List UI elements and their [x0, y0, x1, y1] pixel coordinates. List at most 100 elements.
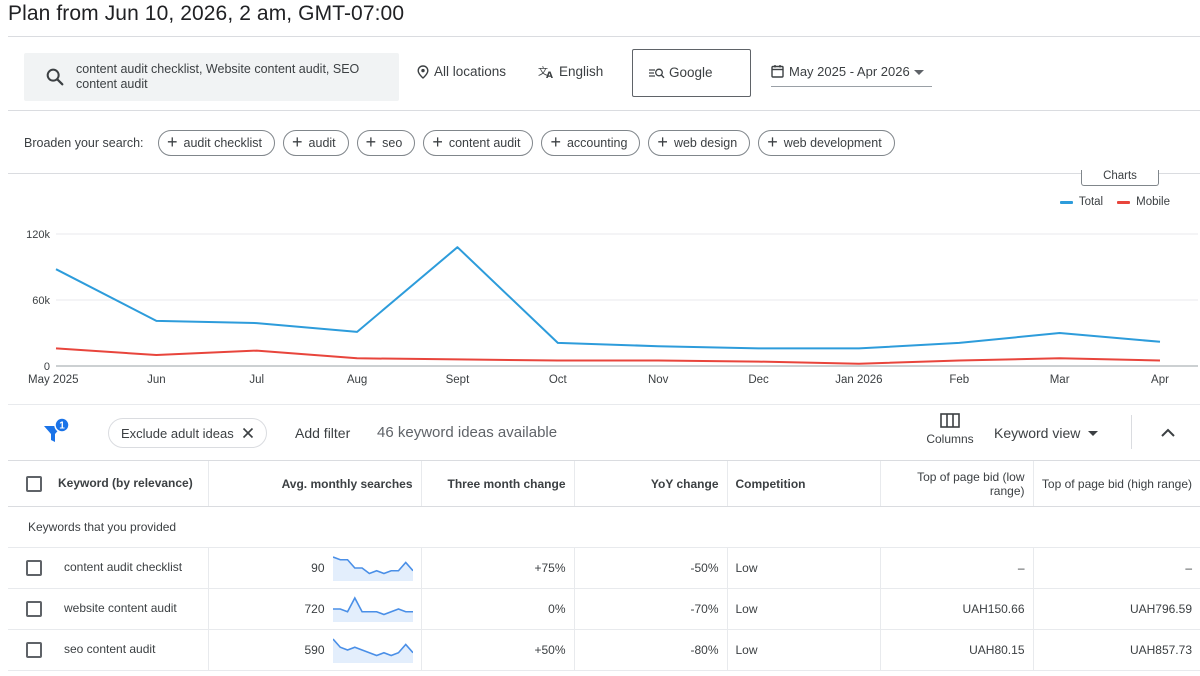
broaden-chip[interactable]: + audit checklist: [158, 130, 276, 156]
keyword-cell: seo content audit: [8, 629, 208, 671]
language-label: English: [559, 64, 604, 79]
keyword-text: content audit checklist: [64, 560, 183, 575]
columns-button[interactable]: Columns: [913, 413, 987, 446]
filter-icon[interactable]: 1: [40, 417, 72, 449]
avg-searches-value: 90: [311, 561, 325, 575]
dropdown-arrow-icon: [914, 70, 924, 75]
x-tick-label: Mar: [1050, 374, 1070, 386]
broaden-chip[interactable]: + seo: [356, 130, 416, 156]
header-keyword[interactable]: Keyword (by relevance): [8, 460, 208, 507]
columns-icon: [940, 413, 960, 428]
charts-button[interactable]: Charts: [1081, 170, 1159, 186]
broaden-search-bar: Broaden your search: + audit checklist + a…: [8, 110, 1200, 174]
search-network-icon: [649, 68, 665, 78]
header-three-month-change[interactable]: Three month change: [420, 460, 574, 507]
keyword-cell: content audit checklist: [8, 547, 208, 589]
table-row[interactable]: seo content audit 590 +50% -80% Low UAH80.15 U…: [8, 629, 1200, 671]
columns-label: Columns: [926, 432, 974, 446]
row-checkbox[interactable]: [26, 642, 42, 658]
add-filter-button[interactable]: Add filter: [295, 425, 351, 441]
plus-icon: +: [767, 132, 778, 152]
svg-text:文: 文: [538, 65, 548, 78]
sparkline-line: [332, 596, 413, 616]
sparkline-line: [332, 638, 413, 657]
dropdown-arrow-icon: [1088, 430, 1099, 436]
translate-icon: 文 A: [538, 65, 553, 79]
search-engine-selector[interactable]: Google: [632, 49, 751, 97]
x-tick-label: Jan 2026: [835, 374, 882, 386]
header-competition[interactable]: Competition: [726, 460, 880, 507]
competition-cell: Low: [726, 588, 880, 630]
keyword-ideas-count: 46 keyword ideas available: [377, 424, 558, 441]
competition-cell: Low: [726, 547, 880, 589]
header-bid-high[interactable]: Top of page bid (high range): [1032, 460, 1200, 507]
chip-label: seo: [382, 136, 403, 150]
chip-label: accounting: [566, 136, 628, 150]
chevron-up-icon[interactable]: [1158, 423, 1178, 443]
sparkline-area: [332, 598, 413, 622]
three-month-change-cell: 0%: [420, 588, 574, 630]
close-icon[interactable]: [242, 427, 254, 439]
legend-swatch-total: [1059, 200, 1073, 204]
x-tick-label: Aug: [347, 374, 367, 386]
trend-sparkline[interactable]: [332, 637, 413, 663]
location-pin-icon: [417, 64, 429, 79]
x-tick-label: Jul: [249, 374, 264, 386]
divider: [1131, 415, 1132, 449]
keyword-view-selector[interactable]: Keyword view: [994, 425, 1099, 441]
header-bid-low[interactable]: Top of page bid (low range): [879, 460, 1033, 507]
plus-icon: +: [550, 132, 561, 152]
calendar-icon: [771, 65, 784, 78]
x-tick-label: Oct: [549, 374, 568, 386]
row-checkbox[interactable]: [26, 560, 42, 576]
x-tick-label: Dec: [748, 374, 769, 386]
sparkline-area: [332, 557, 413, 581]
three-month-change-cell: +50%: [420, 629, 574, 671]
keyword-view-label: Keyword view: [994, 425, 1081, 441]
series-line-total: [55, 246, 1161, 350]
three-month-change-cell: +75%: [420, 547, 574, 589]
location-selector[interactable]: All locations: [417, 64, 506, 79]
x-tick-label: Nov: [648, 374, 669, 386]
plus-icon: +: [167, 132, 178, 152]
chip-label: web design: [673, 136, 738, 150]
x-tick-label: May 2025: [28, 374, 79, 386]
row-checkbox[interactable]: [26, 601, 42, 617]
header-yoy-change[interactable]: YoY change: [573, 460, 727, 507]
plus-icon: +: [432, 132, 443, 152]
bid-low-cell: UAH150.66: [879, 588, 1033, 630]
trend-sparkline[interactable]: [332, 555, 413, 581]
group-label: Keywords that you provided: [8, 506, 1200, 548]
chip-label: audit checklist: [183, 136, 263, 150]
broaden-chip[interactable]: + content audit: [423, 130, 534, 156]
language-selector[interactable]: 文 A English: [538, 64, 603, 79]
plus-icon: +: [365, 132, 377, 152]
sparkline-line: [332, 556, 413, 575]
chart-legend: Total Mobile: [1059, 196, 1170, 208]
date-range-selector[interactable]: May 2025 - Apr 2026: [771, 64, 932, 87]
select-all-checkbox[interactable]: [26, 475, 42, 492]
y-tick-label: 120k: [26, 229, 50, 241]
y-tick-label: 60k: [32, 295, 50, 307]
broaden-chip[interactable]: + web design: [648, 130, 751, 156]
search-icon: [46, 68, 64, 86]
table-row[interactable]: website content audit 720 0% -70% Low UAH150.…: [8, 588, 1200, 630]
table-row[interactable]: content audit checklist 90 +75% -50% Low – –: [8, 547, 1200, 589]
search-bar: content audit checklist, Website content…: [8, 36, 1200, 110]
avg-searches-value: 590: [304, 643, 325, 657]
header-avg-searches[interactable]: Avg. monthly searches: [207, 460, 421, 507]
broaden-chip[interactable]: + web development: [758, 130, 895, 156]
broaden-chip[interactable]: + audit: [283, 130, 349, 156]
broaden-chip[interactable]: + accounting: [541, 130, 641, 156]
x-tick-label: Sept: [446, 374, 470, 386]
legend-item-total[interactable]: Total: [1059, 196, 1103, 208]
exclude-adult-chip[interactable]: Exclude adult ideas: [108, 418, 267, 448]
chip-label: web development: [783, 136, 882, 150]
line-chart: 0 60k 120k May 2025 Jun Jul Aug Sept Oct Nov Dec Ja…: [26, 229, 1198, 386]
legend-item-mobile[interactable]: Mobile: [1117, 196, 1170, 208]
search-engine-label: Google: [669, 65, 713, 80]
keyword-search-box[interactable]: content audit checklist, Website content…: [24, 53, 399, 101]
trend-sparkline[interactable]: [332, 596, 413, 622]
keyword-cell: website content audit: [8, 588, 208, 630]
location-label: All locations: [434, 64, 507, 79]
